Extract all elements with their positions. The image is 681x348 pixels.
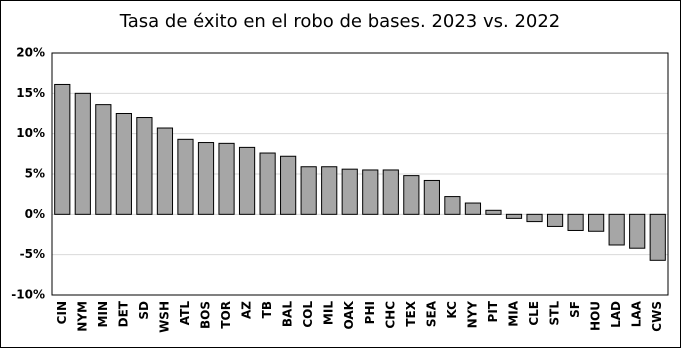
- bar: [649, 213, 666, 261]
- bar: [629, 213, 646, 249]
- bar: [567, 213, 584, 231]
- bar: [485, 209, 502, 215]
- x-tick-label: MIA: [507, 300, 521, 326]
- bar: [218, 142, 235, 215]
- bar: [546, 213, 564, 227]
- bar: [464, 202, 482, 215]
- bar: [588, 213, 605, 232]
- x-tick-label: MIN: [96, 301, 110, 327]
- y-tick-label: -5%: [20, 247, 45, 261]
- x-tick-label: DET: [116, 300, 130, 327]
- x-tick-label: PIT: [486, 300, 500, 322]
- x-tick-label: KC: [445, 301, 459, 319]
- bar: [156, 127, 174, 215]
- bar: [280, 155, 297, 215]
- bar: [197, 142, 215, 215]
- bar: [177, 138, 194, 215]
- bar: [505, 213, 523, 219]
- y-tick-label: 5%: [25, 167, 45, 181]
- bar: [526, 213, 543, 223]
- bar: [341, 168, 358, 215]
- bar: [74, 92, 91, 215]
- x-tick-label: NYY: [465, 301, 479, 329]
- x-tick-label: SD: [137, 301, 151, 320]
- x-tick-label: LAA: [630, 300, 644, 327]
- y-tick-label: 10%: [16, 126, 45, 140]
- x-tick-label: HOU: [589, 301, 603, 331]
- bar: [444, 196, 461, 215]
- bar: [362, 169, 379, 215]
- x-tick-label: WSH: [157, 301, 171, 333]
- x-tick-label: STL: [548, 301, 562, 326]
- x-tick-label: SF: [568, 301, 582, 318]
- bar: [54, 83, 71, 215]
- x-tick-label: TB: [260, 301, 274, 318]
- chart-title: Tasa de éxito en el robo de bases. 2023 …: [119, 11, 561, 32]
- bar: [259, 152, 276, 215]
- y-tick-label: -10%: [11, 288, 45, 302]
- bar: [403, 175, 420, 215]
- x-tick-label: CWS: [650, 301, 664, 332]
- x-tick-label: COL: [301, 301, 315, 328]
- x-tick-label: AZ: [240, 301, 254, 319]
- bar: [115, 113, 132, 215]
- plot-border: [51, 52, 669, 296]
- x-tick-label: CHC: [383, 301, 397, 329]
- bar: [423, 179, 440, 215]
- x-tick-label: SEA: [424, 300, 438, 327]
- y-tick-label: 15%: [16, 86, 45, 100]
- x-tick-label: MIL: [322, 301, 336, 325]
- x-tick-label: ATL: [178, 301, 192, 326]
- bar: [321, 166, 338, 215]
- y-tick-label: 20%: [16, 46, 45, 60]
- x-tick-label: NYM: [75, 301, 89, 332]
- x-tick-label: OAK: [342, 300, 356, 329]
- bar: [608, 213, 625, 246]
- x-tick-label: BOS: [199, 301, 213, 329]
- x-tick-label: BAL: [281, 301, 295, 327]
- y-tick-label: 0%: [25, 207, 45, 221]
- x-tick-label: CIN: [55, 301, 69, 324]
- x-tick-label: LAD: [609, 301, 623, 328]
- bar: [382, 169, 399, 215]
- x-tick-label: TOR: [219, 301, 233, 329]
- bar: [238, 146, 256, 215]
- bar: [95, 104, 112, 215]
- bar: [136, 117, 153, 215]
- bar: [300, 166, 317, 215]
- x-tick-label: PHI: [363, 301, 377, 324]
- x-tick-label: TEX: [404, 300, 418, 326]
- x-tick-label: CLE: [527, 301, 541, 326]
